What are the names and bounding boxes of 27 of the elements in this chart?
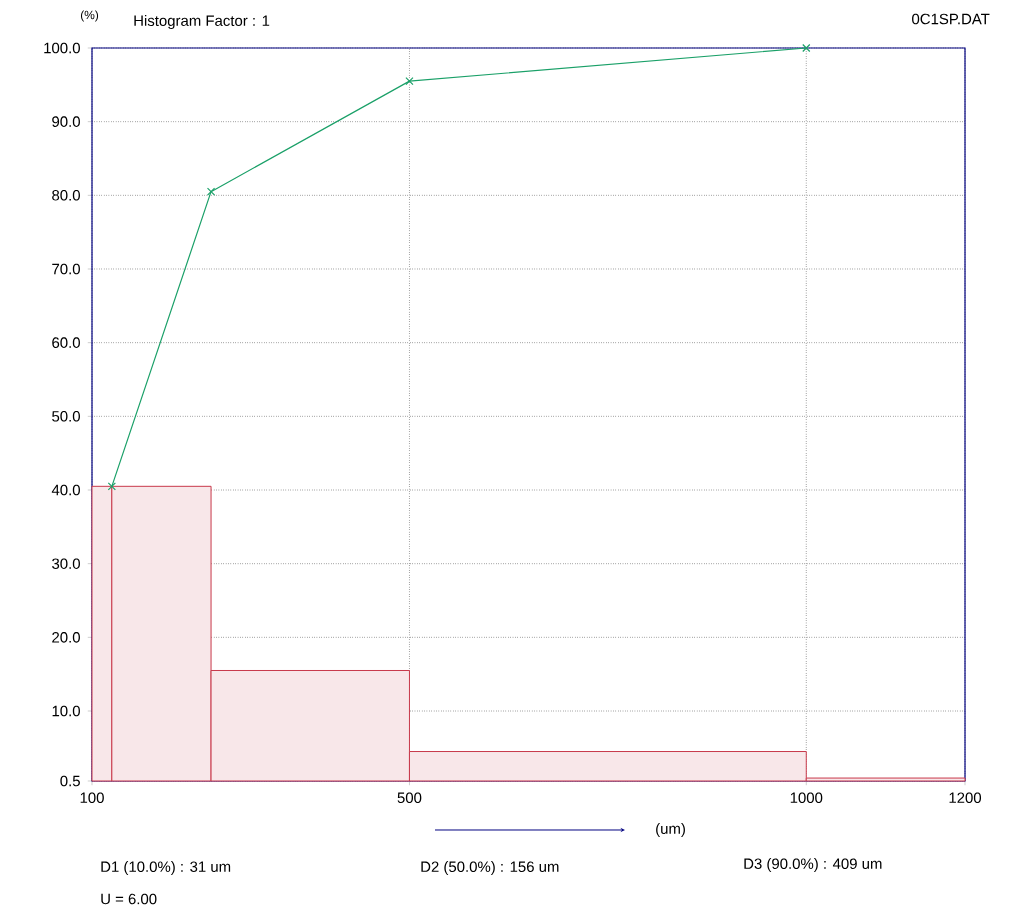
text: 0C1SP.DAT [912,13,990,25]
point [405,76,414,86]
point [206,187,216,196]
y-tick-label: 70.0 [52,263,80,275]
y-tick-label: 20.0 [52,631,80,643]
x-tick-label: 500 [397,792,422,803]
y-tick-label: 0.5 [60,775,80,787]
text: D2 (50.0%) : 156 um [421,860,559,875]
x-axis-title: (um) [656,822,685,837]
y-tick-label: 30.0 [52,558,80,569]
y-tick-label: 50.0 [52,410,80,422]
y-axis-title: (%) [80,10,99,22]
point [107,482,116,491]
x-tick-label: 100 [80,792,104,803]
y-tick-label: 10.0 [52,705,80,717]
x-tick-label: 1200 [949,792,982,803]
y-tick-label: 100.0 [44,42,80,54]
chart-title: Histogram Factor : 1 [134,14,270,29]
y-tick-label: 80.0 [52,189,80,201]
text: D3 (90.0%) : 409 um [744,857,882,872]
y-tick-label: 60.0 [52,337,80,348]
x-tick-label: 1000 [790,792,823,803]
point [802,43,811,52]
y-tick-label: 40.0 [51,484,80,496]
y-tick-label: 90.0 [52,116,80,127]
text: U = 6.00 [101,893,157,905]
text: D1 (10.0%) : 31 um [101,860,231,875]
